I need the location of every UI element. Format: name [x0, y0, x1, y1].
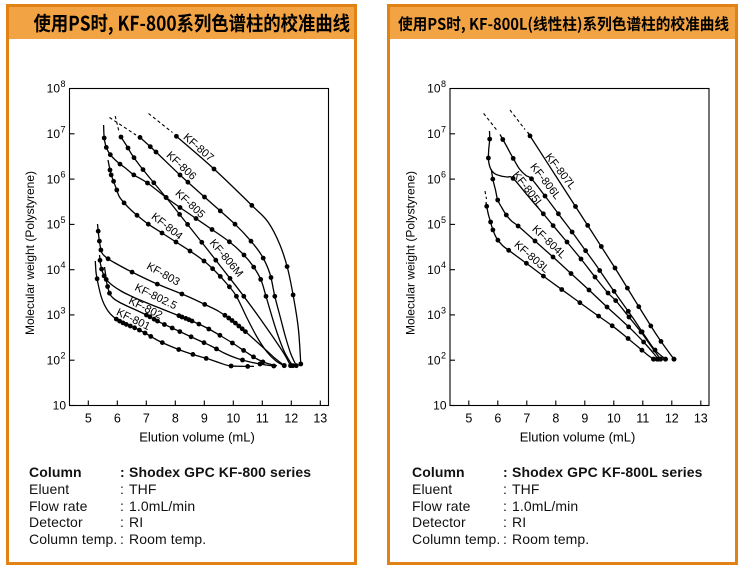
- svg-text:5: 5: [441, 215, 446, 225]
- svg-text:Elution volume (mL): Elution volume (mL): [520, 429, 636, 444]
- svg-text:7: 7: [523, 412, 530, 426]
- svg-text:10: 10: [47, 218, 61, 232]
- svg-text:9: 9: [201, 412, 208, 426]
- svg-text:10: 10: [427, 218, 441, 232]
- svg-text:10: 10: [47, 353, 61, 367]
- svg-text:10: 10: [47, 263, 61, 277]
- svg-text:10: 10: [47, 82, 61, 96]
- svg-text:10: 10: [607, 412, 621, 426]
- svg-text:5: 5: [85, 412, 92, 426]
- svg-text:7: 7: [61, 124, 66, 134]
- svg-text:11: 11: [636, 412, 649, 426]
- svg-text:13: 13: [694, 412, 708, 426]
- svg-text:7: 7: [441, 124, 446, 134]
- svg-text:Molecular weight (Polystyrene): Molecular weight (Polystyrene): [23, 171, 37, 335]
- svg-text:Elution volume (mL): Elution volume (mL): [139, 429, 255, 444]
- svg-text:10: 10: [47, 308, 61, 322]
- svg-text:Molecular weight (Polystyrene): Molecular weight (Polystyrene): [404, 171, 418, 335]
- svg-text:13: 13: [313, 412, 327, 426]
- svg-text:6: 6: [114, 412, 121, 426]
- svg-text:KF-806: KF-806: [164, 149, 199, 182]
- svg-text:10: 10: [427, 308, 441, 322]
- svg-text:8: 8: [441, 79, 446, 89]
- svg-text:10: 10: [47, 172, 61, 186]
- svg-text:4: 4: [441, 260, 446, 270]
- svg-text:11: 11: [256, 412, 269, 426]
- svg-text:4: 4: [61, 260, 66, 270]
- svg-text:12: 12: [665, 412, 679, 426]
- svg-text:5: 5: [61, 215, 66, 225]
- svg-text:10: 10: [427, 127, 441, 141]
- svg-text:10: 10: [226, 412, 240, 426]
- svg-text:2: 2: [441, 351, 446, 361]
- svg-text:12: 12: [284, 412, 298, 426]
- svg-text:9: 9: [581, 412, 588, 426]
- svg-text:10: 10: [53, 399, 67, 413]
- svg-text:6: 6: [61, 170, 66, 180]
- svg-text:KF-803: KF-803: [144, 260, 181, 288]
- svg-text:KF-807: KF-807: [181, 131, 216, 164]
- svg-text:5: 5: [465, 412, 472, 426]
- svg-text:3: 3: [61, 305, 66, 315]
- svg-text:10: 10: [47, 127, 61, 141]
- svg-text:10: 10: [433, 399, 447, 413]
- svg-text:8: 8: [61, 79, 66, 89]
- svg-text:10: 10: [427, 172, 441, 186]
- svg-text:3: 3: [441, 305, 446, 315]
- svg-text:10: 10: [427, 353, 441, 367]
- svg-text:8: 8: [552, 412, 559, 426]
- svg-text:8: 8: [172, 412, 179, 426]
- svg-text:6: 6: [494, 412, 501, 426]
- svg-text:10: 10: [427, 263, 441, 277]
- svg-text:6: 6: [441, 170, 446, 180]
- svg-text:10: 10: [427, 82, 441, 96]
- svg-text:2: 2: [61, 351, 66, 361]
- svg-text:7: 7: [143, 412, 150, 426]
